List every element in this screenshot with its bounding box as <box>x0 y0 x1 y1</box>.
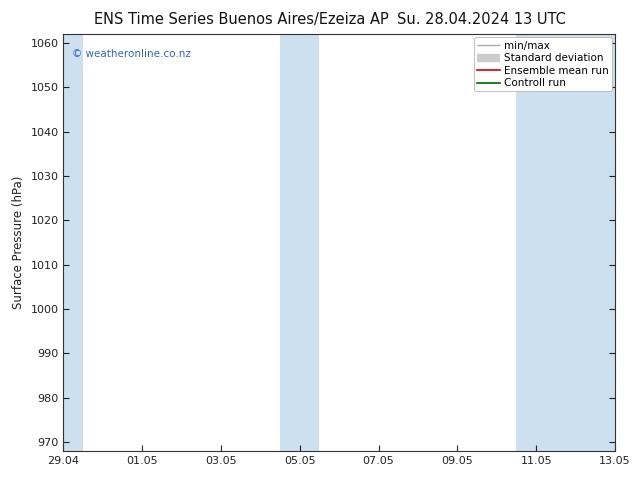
Text: Su. 28.04.2024 13 UTC: Su. 28.04.2024 13 UTC <box>398 12 566 27</box>
Bar <box>280 34 320 451</box>
Bar <box>517 34 616 451</box>
Text: © weatheronline.co.nz: © weatheronline.co.nz <box>72 49 191 59</box>
Bar <box>63 34 83 451</box>
Y-axis label: Surface Pressure (hPa): Surface Pressure (hPa) <box>12 176 25 309</box>
Legend: min/max, Standard deviation, Ensemble mean run, Controll run: min/max, Standard deviation, Ensemble me… <box>474 37 612 92</box>
Text: ENS Time Series Buenos Aires/Ezeiza AP: ENS Time Series Buenos Aires/Ezeiza AP <box>94 12 388 27</box>
